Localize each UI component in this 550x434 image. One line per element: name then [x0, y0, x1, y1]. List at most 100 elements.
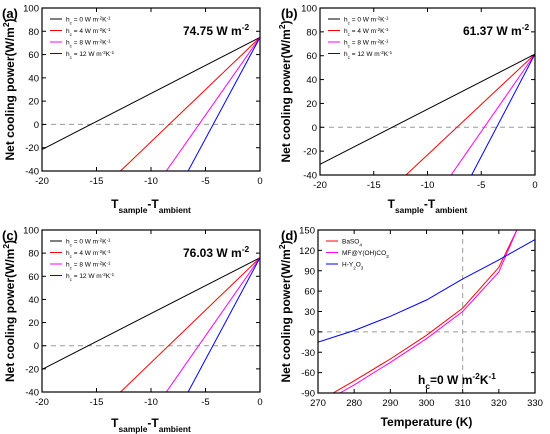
- y-tick-label: 20: [306, 99, 317, 110]
- y-tick-label: 40: [306, 75, 317, 86]
- series-line-2: [450, 53, 535, 175]
- y-tick-label: 100: [23, 226, 39, 237]
- x-tick-label: -15: [90, 176, 104, 187]
- y-tick-label: 80: [28, 249, 39, 260]
- legend-entry-0: hc = 0 W m-2K-1: [66, 237, 111, 247]
- panel-label: (d): [281, 228, 298, 243]
- legend-entry-2: H-Y2O3: [342, 262, 364, 271]
- y-tick-label: -90: [301, 389, 315, 400]
- legend-entry-0: BaSO4: [342, 239, 362, 248]
- y-tick-label: 120: [299, 246, 315, 257]
- cooling-power-annotation: 76.03 W m-2: [183, 244, 249, 260]
- y-tick-label: -20: [303, 147, 317, 158]
- y-tick-label: 100: [301, 4, 317, 15]
- y-tick-label: -60: [301, 368, 315, 379]
- y-tick-label: 60: [306, 51, 317, 62]
- legend-entry-3: hc = 12 W m-2K-1: [66, 50, 115, 60]
- series-group: [42, 257, 260, 392]
- y-axis-label: Net cooling power(W/m2): [277, 240, 293, 382]
- y-tick-label: 0: [34, 120, 39, 131]
- series-line-1: [120, 37, 260, 171]
- legend-entry-1: hc = 4 W m-2K-1: [344, 27, 389, 37]
- legend-entry-1: hc = 4 W m-2K-1: [66, 249, 111, 259]
- y-axis-label: Net cooling power(W/m2): [1, 18, 17, 160]
- panel-label: (a): [2, 6, 18, 21]
- y-tick-label: -40: [25, 388, 39, 399]
- legend-entry-2: hc = 8 W m-2K-1: [66, 38, 111, 48]
- y-tick-label: 80: [306, 27, 317, 38]
- x-tick-label: -5: [477, 180, 485, 191]
- x-tick-label: 310: [455, 398, 471, 409]
- y-axis-label: Net cooling power(W/m2): [277, 20, 293, 162]
- y-tick-label: -30: [301, 348, 315, 359]
- y-tick-label: 20: [28, 97, 39, 108]
- y-tick-label: -40: [303, 171, 317, 182]
- y-tick-label: 150: [299, 226, 315, 237]
- series-line-0: [42, 36, 260, 150]
- series-line-0: [320, 53, 535, 165]
- cooling-power-annotation: 74.75 W m-2: [183, 22, 249, 38]
- chart-panel-3: 270 280 290 300 310 320 330 -90 -60 -30 0 30 60 90 120…: [277, 226, 543, 430]
- y-tick-label: 0: [310, 327, 315, 338]
- panel-label: (c): [2, 228, 18, 243]
- x-axis-label: Tsample-Tambient: [111, 197, 191, 215]
- x-tick-label: 280: [346, 398, 362, 409]
- hc-annotation: hc=0 W m-2K-1: [418, 371, 496, 391]
- x-tick-label: -10: [144, 176, 158, 187]
- y-tick-label: 30: [304, 307, 315, 318]
- y-tick-label: -20: [25, 364, 39, 375]
- x-tick-label: -15: [367, 180, 381, 191]
- legend-entry-2: hc = 8 W m-2K-1: [344, 38, 389, 48]
- y-tick-label: 20: [28, 318, 39, 329]
- legend-entry-3: hc = 12 W m-2K-1: [66, 272, 115, 282]
- series-group: [318, 230, 535, 393]
- series-line-2: [165, 37, 260, 171]
- series-line-3: [471, 53, 535, 175]
- x-tick-label: -5: [201, 397, 209, 408]
- y-tick-label: -40: [25, 167, 39, 178]
- series-line-3: [187, 257, 260, 392]
- y-tick-label: 0: [34, 341, 39, 352]
- series-group: [320, 53, 535, 175]
- y-tick-label: 60: [28, 272, 39, 283]
- x-tick-label: -20: [35, 397, 49, 408]
- series-line-1: [120, 257, 260, 392]
- series-line-1: [405, 53, 535, 175]
- x-tick-label: -5: [201, 176, 209, 187]
- y-tick-label: 60: [304, 287, 315, 298]
- x-tick-label: 0: [532, 180, 537, 191]
- series-line-2: [165, 257, 260, 392]
- x-tick-label: 0: [257, 176, 262, 187]
- x-tick-label: 0: [257, 397, 262, 408]
- series-line-0: [42, 257, 260, 370]
- series-line-0: [332, 230, 518, 393]
- legend-entry-0: hc = 0 W m-2K-1: [344, 15, 389, 25]
- series-group: [42, 36, 260, 171]
- series-line-2: [318, 239, 535, 343]
- panel-label: (b): [281, 6, 298, 21]
- y-tick-label: 60: [28, 50, 39, 61]
- y-tick-label: 40: [28, 73, 39, 84]
- x-tick-label: -20: [35, 176, 49, 187]
- x-tick-label: 290: [382, 398, 398, 409]
- y-tick-label: 40: [28, 295, 39, 306]
- y-tick-label: -20: [25, 143, 39, 154]
- x-tick-label: -20: [313, 180, 327, 191]
- y-axis-label: Net cooling power(W/m2): [1, 240, 17, 382]
- x-tick-label: -15: [90, 397, 104, 408]
- x-axis-label: Tsample-Tambient: [388, 197, 468, 215]
- x-axis-label: Tsample-Tambient: [111, 416, 191, 434]
- y-tick-label: 80: [28, 27, 39, 38]
- legend-entry-3: hc = 12 W m-2K-1: [344, 50, 393, 60]
- x-tick-label: 300: [419, 398, 435, 409]
- x-tick-label: -10: [421, 180, 435, 191]
- x-tick-label: 330: [527, 398, 543, 409]
- legend-entry-1: MF@Y(OH)CO3: [342, 250, 389, 259]
- series-line-1: [338, 230, 518, 393]
- series-line-3: [187, 37, 260, 171]
- x-tick-label: 320: [491, 398, 507, 409]
- legend-entry-2: hc = 8 W m-2K-1: [66, 260, 111, 270]
